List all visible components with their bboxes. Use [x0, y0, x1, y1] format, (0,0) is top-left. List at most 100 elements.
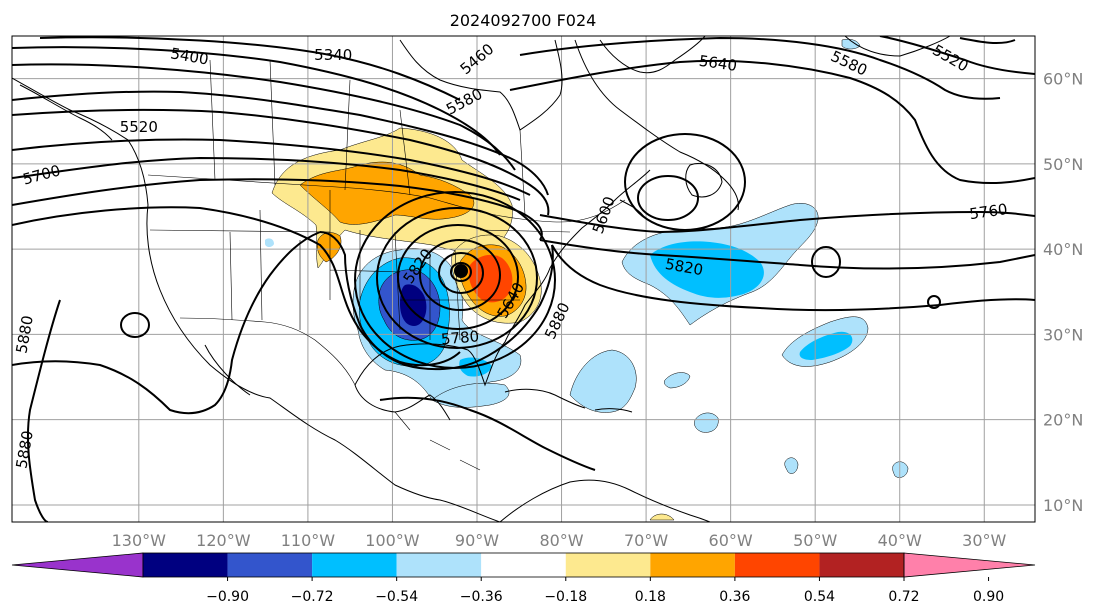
- colorbar-segment: [734, 553, 820, 577]
- coast-yucatan: [354, 384, 451, 421]
- lat-tick-label: 50°N: [1043, 155, 1083, 174]
- cyclone-ring-5: [438, 252, 484, 294]
- contour-5820-east: [539, 239, 1035, 270]
- contour-5640-east: [509, 59, 1035, 185]
- maritime-low-ring-1: [624, 133, 746, 231]
- contour-label-group: 5640: [698, 52, 738, 75]
- contour-label-group: 5780: [440, 327, 480, 348]
- border-central-america: [394, 411, 481, 471]
- shade-negative-caribbean: [569, 349, 637, 413]
- colorbar-tick-label: 0.18: [635, 589, 666, 605]
- border-us-mexico: [179, 317, 356, 386]
- colorbar-segment: [481, 553, 566, 577]
- colorbar-segment: [227, 553, 313, 577]
- coast-cuba: [504, 388, 586, 409]
- closed-contour-atlantic: [811, 246, 841, 278]
- contour-5580-west: [12, 108, 550, 216]
- contour-label: 5520: [120, 118, 158, 136]
- border-us-canada: [147, 174, 626, 223]
- latitude-labels: 60°N 50°N 40°N 30°N 20°N 10°N: [1043, 70, 1083, 515]
- colorbar-tick-label: 0.54: [804, 589, 835, 605]
- contour-5880-caribbean: [379, 396, 596, 471]
- colorbar-segment: [396, 553, 482, 577]
- shading-layer: [265, 39, 909, 521]
- contour-label-group: 5520: [120, 118, 158, 136]
- colorbar-segment: [650, 553, 735, 577]
- closed-contour-atlantic-small: [927, 295, 941, 309]
- lon-tick-label: 130°W: [112, 531, 167, 550]
- colorbar-frame: [142, 552, 905, 578]
- shade-positive-small-south: [649, 513, 675, 521]
- coast-hudson-bay: [399, 39, 563, 131]
- colorbar-segment: [819, 553, 904, 577]
- contour-5580-east: [519, 36, 1001, 100]
- contour-5640-west: [12, 138, 531, 196]
- lat-tick-label: 40°N: [1043, 240, 1083, 259]
- shade-negative-small-1: [694, 412, 719, 433]
- colorbar-tick-label: 0.36: [719, 589, 750, 605]
- shade-positive-east-strong: [468, 254, 513, 303]
- contour-5880-outer: [26, 299, 61, 522]
- lat-tick-label: 30°N: [1043, 325, 1083, 344]
- colorbar: [11, 552, 1036, 578]
- closed-contour-pacific: [120, 312, 150, 338]
- gridlines: [12, 36, 1035, 522]
- lat-tick-label: 20°N: [1043, 411, 1083, 430]
- contour-label: 5760: [968, 200, 1008, 223]
- coast-labrador: [574, 39, 739, 211]
- shade-negative-small-4: [892, 461, 909, 478]
- lat-tick-label: 60°N: [1043, 70, 1083, 89]
- lon-tick-label: 110°W: [281, 531, 336, 550]
- shade-negative-gulf-core: [400, 284, 427, 326]
- contour-5760-east: [539, 210, 1035, 234]
- height-contours: [12, 36, 1035, 522]
- colorbar-tick-labels: −0.90 −0.72 −0.54 −0.36 −0.18 0.18 0.36 0.54 0.7…: [206, 577, 1004, 605]
- lon-tick-label: 30°W: [962, 531, 1006, 550]
- lon-tick-label: 100°W: [365, 531, 420, 550]
- cyclone-ring-2: [376, 207, 538, 349]
- colorbar-tick-label: −0.72: [291, 589, 334, 605]
- cyclone-ring-1: [354, 191, 556, 369]
- contour-5340: [39, 36, 461, 101]
- colorbar-segment: [565, 553, 651, 577]
- colorbar-extend-low: [11, 552, 144, 578]
- shade-negative-small-3: [784, 457, 799, 474]
- contour-label: 5640: [698, 52, 738, 75]
- contour-5520-west: [12, 90, 549, 196]
- map-title: 2024092700 F024: [450, 11, 597, 30]
- lat-tick-label: 10°N: [1043, 496, 1083, 515]
- colorbar-tick-label: −0.36: [460, 589, 503, 605]
- lon-tick-label: 90°W: [455, 531, 499, 550]
- colorbar-tick-label: 0.90: [973, 589, 1004, 605]
- lon-tick-label: 60°W: [709, 531, 753, 550]
- colorbar-extend-high: [903, 552, 1036, 578]
- map-frame: [11, 35, 1036, 523]
- cyclone-core: [454, 264, 468, 278]
- coast-baja: [204, 344, 251, 396]
- cyclone-ring-6: [450, 262, 472, 282]
- colorbar-tick-label: −0.54: [375, 589, 418, 605]
- lon-tick-label: 120°W: [196, 531, 251, 550]
- longitude-labels: 130°W 120°W 110°W 100°W 90°W 80°W 70°W 60°W 50°W…: [112, 531, 1007, 550]
- shade-negative-small-2: [663, 372, 691, 389]
- contour-5880-gulf: [319, 231, 554, 371]
- coast-newfoundland: [685, 163, 723, 198]
- border-canada-provinces: [209, 59, 526, 216]
- lon-tick-label: 80°W: [539, 531, 583, 550]
- contour-5460-east: [959, 37, 1016, 45]
- colorbar-tick-label: −0.90: [206, 589, 249, 605]
- contour-label: 5340: [314, 46, 352, 64]
- shade-negative-small-rocky: [265, 238, 274, 247]
- colorbar-segment: [143, 553, 228, 577]
- lon-tick-label: 70°W: [624, 531, 668, 550]
- contour-label: 5780: [440, 327, 480, 348]
- maritime-low-ring-2: [637, 175, 699, 221]
- coast-greenland: [844, 36, 951, 57]
- coast-baffin: [599, 36, 706, 74]
- shade-negative-atlantic-east-mid: [799, 331, 853, 360]
- colorbar-tick-label: −0.18: [544, 589, 587, 605]
- contour-5880-east: [551, 244, 1035, 312]
- cyclone-ring-4: [419, 239, 501, 311]
